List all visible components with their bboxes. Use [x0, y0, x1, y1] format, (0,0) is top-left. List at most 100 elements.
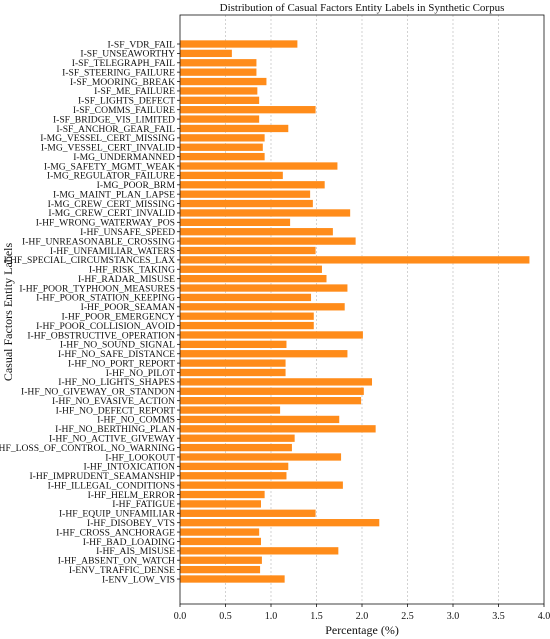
- y-tick-label: I-MG_UNDERMANNED: [73, 152, 175, 163]
- y-tick-label: I-MG_CREW_CERT_INVALID: [48, 208, 175, 219]
- bar: [180, 115, 260, 123]
- bar: [180, 246, 316, 255]
- y-tick-label: I-SF_TELEGRAPH_FAIL: [72, 58, 175, 69]
- bar: [180, 519, 380, 527]
- bar: [180, 312, 314, 320]
- y-tick-label: I-HF_UNSAFE_SPEED: [80, 227, 175, 238]
- y-tick-label: I-HF_NO_PILOT: [106, 368, 175, 379]
- bar: [180, 565, 261, 574]
- bar: [180, 59, 257, 67]
- bar: [180, 77, 267, 86]
- bar: [180, 331, 363, 339]
- y-tick-label: I-HF_POOR_EMERGENCY: [61, 311, 175, 322]
- y-tick-label: I-HF_WRONG_WATERWAY_POS: [36, 218, 175, 229]
- y-tick-label: I-HF_POOR_COLLISION_AVOID: [36, 321, 175, 332]
- y-tick-label: I-SF_UNSEAWORTHY: [80, 49, 175, 60]
- bar: [180, 378, 373, 386]
- y-tick-label: I-MG_VESSEL_CERT_MISSING: [40, 133, 175, 144]
- y-tick-label: I-SF_COMMS_FAILURE: [73, 105, 175, 116]
- bar: [180, 537, 261, 546]
- x-tick-labels: 0.0 0.5 1.0 1.5 2.0 2.5 3.0 3.5 4.0: [174, 604, 550, 622]
- y-tick-label: I-SF_BRIDGE_VIS_LIMITED: [53, 114, 175, 125]
- y-tick-label: I-SF_ME_FAILURE: [94, 86, 175, 97]
- y-tick-label: I-HF_POOR_SEAMAN: [81, 302, 175, 313]
- y-tick-label: I-HF_POOR_TYPHOON_MEASURES: [19, 283, 175, 294]
- y-tick-label: I-HF_NO_SOUND_SIGNAL: [60, 340, 175, 351]
- y-tick-label: I-HF_LOSS_OF_CONTROL_NO_WARNING: [0, 443, 175, 454]
- y-tick-label: I-HF_BAD_LOADING: [83, 537, 175, 548]
- bar: [180, 171, 283, 180]
- bar: [180, 162, 338, 170]
- y-tick-label: I-HF_IMPRUDENT_SEAMANSHIP: [29, 471, 175, 482]
- y-tick-label: I-HF_UNREASONABLE_CROSSING: [22, 236, 175, 247]
- bar: [180, 462, 289, 471]
- y-tick-label: I-HF_CROSS_ANCHORAGE: [56, 527, 175, 538]
- y-tick-label: I-HF_POOR_STATION_KEEPING: [36, 293, 175, 304]
- y-tick-label: I-HF_LOOKOUT: [105, 452, 175, 463]
- bar: [180, 209, 351, 217]
- bar: [180, 490, 265, 499]
- bar: [180, 265, 322, 273]
- y-tick-label: I-MG_MAINT_PLAN_LAPSE: [53, 189, 175, 200]
- x-tick-label: 2.5: [401, 611, 414, 622]
- y-tick-label: I-HF_HELM_ERROR: [88, 490, 176, 501]
- bar: [180, 49, 232, 58]
- y-tick-label: I-SF_VDR_FAIL: [107, 39, 175, 50]
- bar: [180, 284, 348, 292]
- y-tick-label: I-SF_MOORING_BREAK: [70, 77, 175, 88]
- y-tick-label: I-HF_NO_SAFE_DISTANCE: [58, 349, 175, 360]
- bar: [180, 190, 311, 198]
- y-tick-label: I-SF_LIGHTS_DEFECT: [78, 96, 175, 107]
- bar: [180, 106, 316, 114]
- y-tick-label: I-MG_CREW_CERT_MISSING: [48, 199, 175, 210]
- y-tick-label: I-HF_EQUIP_UNFAMILIAR: [59, 509, 176, 520]
- bar: [180, 256, 530, 264]
- bar: [180, 500, 261, 508]
- bar: [180, 87, 258, 95]
- y-axis-title: Casual Factors Entity Labels: [1, 243, 15, 382]
- y-tick-label: I-MG_VESSEL_CERT_INVALID: [41, 143, 175, 154]
- x-tick-label: 0.0: [174, 611, 187, 622]
- chart-title: Distribution of Casual Factors Entity La…: [220, 2, 505, 14]
- y-tick-label: I-HF_RISK_TAKING: [89, 265, 175, 276]
- y-tick-label: I-MG_POOR_BRM: [97, 180, 176, 191]
- y-tick-label: I-HF_UNFAMILIAR_WATERS: [50, 246, 175, 257]
- bar: [180, 40, 298, 48]
- bar: [180, 181, 325, 189]
- y-tick-label: I-ENV_TRAFFIC_DENSE: [69, 565, 175, 576]
- bar: [180, 237, 356, 245]
- bar: [180, 96, 260, 104]
- y-tick-label: I-SF_STEERING_FAILURE: [62, 67, 175, 78]
- bar: [180, 425, 376, 433]
- x-tick-label: 0.5: [219, 611, 232, 622]
- x-axis-title: Percentage (%): [325, 623, 399, 637]
- x-tick-label: 3.5: [492, 611, 505, 622]
- y-tick-label: I-HF_RADAR_MISUSE: [78, 274, 175, 285]
- bar: [180, 293, 312, 302]
- bar: [180, 453, 342, 461]
- y-tick-label: I-HF_DISOBEY_VTS: [87, 518, 175, 529]
- plot-frame: [179, 14, 545, 605]
- bar: [180, 199, 313, 208]
- bar: [180, 321, 314, 330]
- x-tick-label: 1.0: [265, 611, 278, 622]
- bar: [180, 528, 260, 536]
- y-tick-label: I-HF_OBSTRUCTIVE_OPERATION: [27, 330, 175, 341]
- bar: [180, 152, 265, 161]
- y-tick-label: I-HF_ILLEGAL_CONDITIONS: [48, 480, 175, 491]
- bar: [180, 547, 339, 555]
- bar: [180, 143, 263, 151]
- bar: [180, 406, 281, 414]
- bar: [180, 397, 362, 405]
- y-tick-label: I-HF_ABSENT_ON_WATCH: [58, 556, 175, 567]
- y-tick-label: I-HF_NO_DEFECT_REPORT: [56, 405, 175, 416]
- y-tick-label: I-SF_ANCHOR_GEAR_FAIL: [56, 124, 175, 135]
- y-tick-label: I-HF_SPECIAL_CIRCUMSTANCES_LAX: [4, 255, 175, 266]
- y-tick-label: I-HF_NO_LIGHTS_SHAPES: [58, 377, 175, 388]
- bar: [180, 509, 316, 517]
- y-tick-label: I-HF_NO_EVASIVE_ACTION: [52, 396, 175, 407]
- bar: [180, 434, 295, 442]
- bar: [180, 481, 343, 489]
- y-tick-label: I-HF_NO_COMMS: [97, 415, 175, 426]
